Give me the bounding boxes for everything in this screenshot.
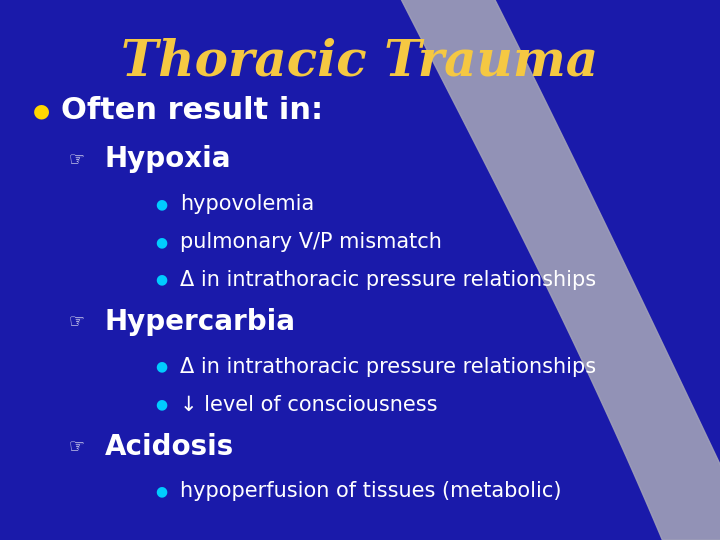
Text: ☞: ☞ (68, 437, 84, 456)
Text: ●: ● (155, 360, 167, 374)
Text: ☞: ☞ (68, 313, 84, 331)
Text: ●: ● (155, 273, 167, 287)
Text: hypoperfusion of tissues (metabolic): hypoperfusion of tissues (metabolic) (180, 481, 562, 502)
Text: Δ in intrathoracic pressure relationships: Δ in intrathoracic pressure relationship… (180, 269, 596, 290)
Polygon shape (396, 0, 720, 540)
Text: Hypoxia: Hypoxia (104, 145, 231, 173)
Text: Thoracic Trauma: Thoracic Trauma (122, 38, 598, 87)
Text: Acidosis: Acidosis (104, 433, 234, 461)
Text: pulmonary V/P mismatch: pulmonary V/P mismatch (180, 232, 442, 252)
Text: ●: ● (155, 235, 167, 249)
Text: Hypercarbia: Hypercarbia (104, 308, 295, 336)
Text: hypovolemia: hypovolemia (180, 194, 314, 214)
Text: Often result in:: Often result in: (61, 96, 323, 125)
Text: ●: ● (155, 397, 167, 411)
Text: ☞: ☞ (68, 150, 84, 168)
Text: ●: ● (155, 197, 167, 211)
Text: ↓ level of consciousness: ↓ level of consciousness (180, 394, 438, 415)
Text: ●: ● (155, 484, 167, 498)
Text: Δ in intrathoracic pressure relationships: Δ in intrathoracic pressure relationship… (180, 356, 596, 377)
Text: ●: ● (32, 101, 50, 120)
